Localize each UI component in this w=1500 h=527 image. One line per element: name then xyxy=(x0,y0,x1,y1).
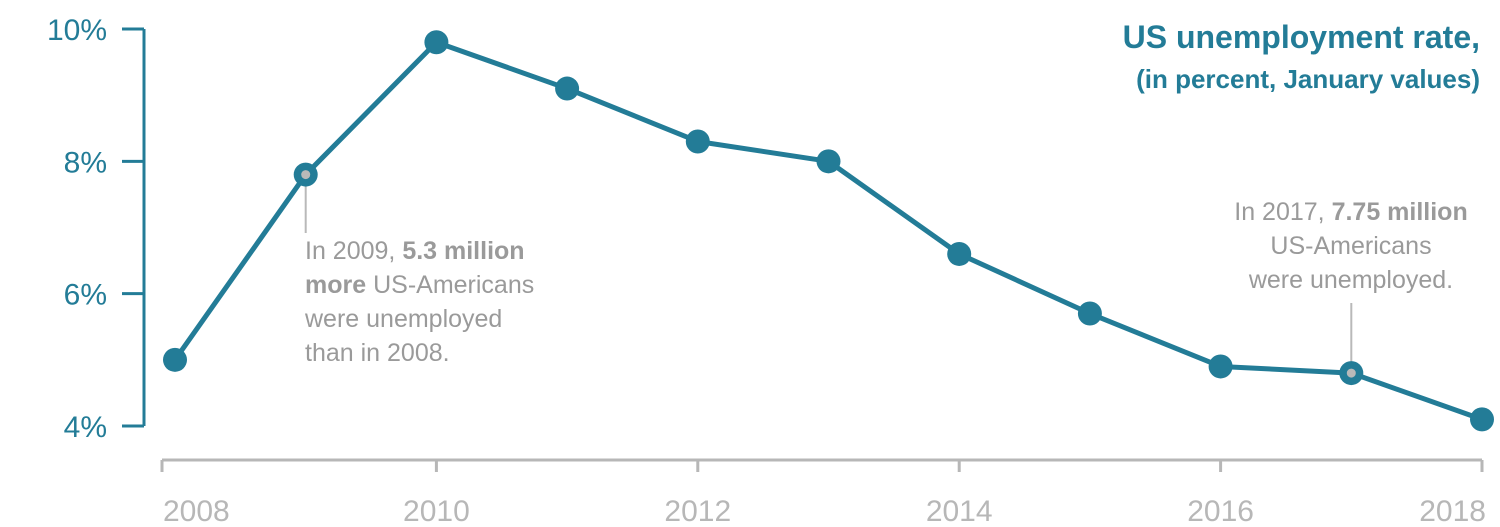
chart-title: US unemployment rate, xyxy=(1123,19,1480,55)
y-tick-label: 8% xyxy=(64,146,107,179)
data-point-2015 xyxy=(1077,301,1102,326)
annotation-line: US-Americans xyxy=(1270,232,1431,260)
series-unemployment xyxy=(163,30,1494,432)
annotation-line: than in 2008. xyxy=(305,339,450,367)
x-axis: 2008 2010 2012 2014 2016 2018 xyxy=(160,458,1486,527)
annotation-text: In 2017, 7.75 million US-Americans were un… xyxy=(1234,198,1467,294)
y-axis: 4% 6% 8% 10% xyxy=(47,14,146,444)
annotation-segment: were unemployed xyxy=(304,305,502,333)
annotation-line: In 2017, 7.75 million xyxy=(1234,198,1467,226)
x-tick-label: 2012 xyxy=(664,495,731,527)
annotation-anchor-dot xyxy=(1346,368,1356,378)
x-axis-ticks: 2008 2010 2012 2014 2016 2018 xyxy=(160,460,1486,527)
data-point-2008 xyxy=(163,347,187,372)
x-tick-label: 2016 xyxy=(1187,495,1254,527)
annotation-segment: 7.75 million xyxy=(1332,198,1468,226)
data-point-2010 xyxy=(424,30,449,55)
x-tick-label: 2010 xyxy=(403,495,470,527)
annotation-segment: than in 2008. xyxy=(305,339,450,367)
annotation-segment: US-Americans xyxy=(1270,232,1431,260)
annotation-line: more US-Americans xyxy=(305,271,534,299)
data-point-2012 xyxy=(685,129,710,154)
chart-subtitle: (in percent, January values) xyxy=(1136,64,1480,94)
annotation-segment: In 2009, xyxy=(305,237,402,265)
data-point-2016 xyxy=(1208,354,1233,379)
y-tick-label: 4% xyxy=(64,411,107,444)
x-tick-label: 2014 xyxy=(926,495,993,527)
annotation-segment: were unemployed. xyxy=(1248,266,1453,294)
annotation-line: were unemployed xyxy=(304,305,502,333)
data-point-2014 xyxy=(947,241,972,266)
annotation-segment: 5.3 million xyxy=(402,237,524,265)
annotation-segment: In 2017, xyxy=(1234,198,1331,226)
annotation-line: were unemployed. xyxy=(1248,266,1453,294)
x-tick-label: 2008 xyxy=(163,495,230,527)
x-tick-label: 2018 xyxy=(1419,495,1486,527)
data-point-2013 xyxy=(816,149,841,174)
annotation-anchor-dot xyxy=(301,170,311,180)
annotation-segment: US-Americans xyxy=(366,271,534,299)
data-point-2011 xyxy=(555,76,580,101)
data-point-2018 xyxy=(1470,407,1494,432)
chart-title-block: US unemployment rate, (in percent, Janua… xyxy=(1123,19,1480,94)
y-tick-label: 10% xyxy=(47,14,107,47)
annotation-text: In 2009, 5.3 million more US-Americans wer… xyxy=(304,237,534,367)
annotations: In 2009, 5.3 million more US-Americans wer… xyxy=(304,174,1468,374)
y-tick-label: 6% xyxy=(64,279,107,312)
annotation-line: In 2009, 5.3 million xyxy=(305,237,525,265)
y-axis-ticks: 4% 6% 8% 10% xyxy=(47,14,144,444)
annotation-segment: more xyxy=(305,271,366,299)
